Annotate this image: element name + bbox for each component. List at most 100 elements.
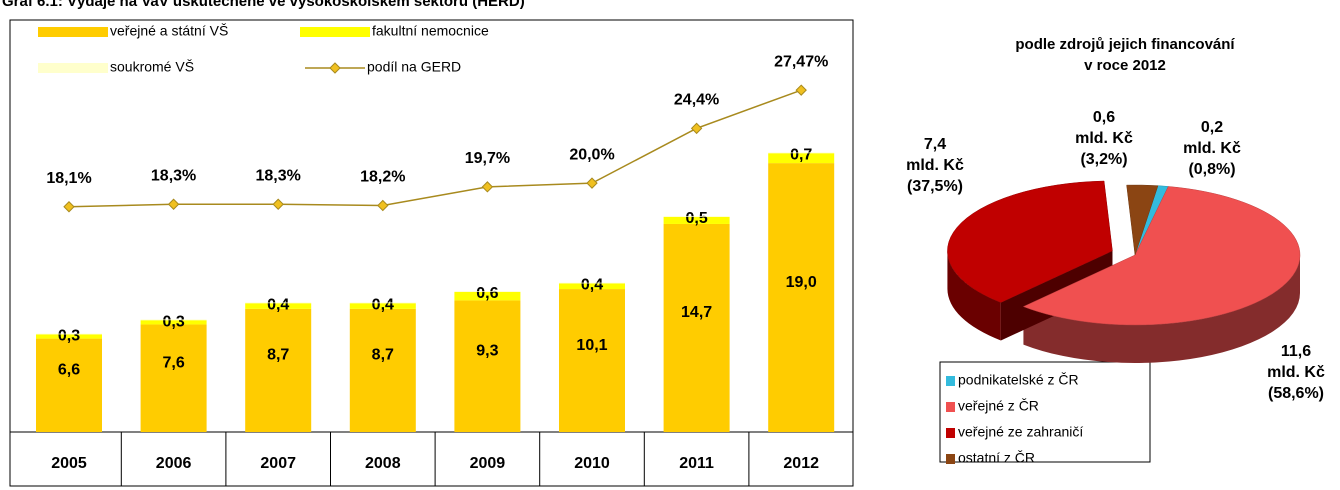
- x-tick-label: 2011: [679, 455, 714, 472]
- pie-percent-label: (3,2%): [1080, 151, 1127, 168]
- bar-value-label: 0,3: [58, 328, 80, 345]
- line-value-label: 24,4%: [674, 92, 719, 109]
- bar-segment: [663, 223, 730, 432]
- legend-label: fakultní nemocnice: [372, 23, 489, 39]
- legend-swatch: [946, 402, 955, 412]
- bar-segment: [768, 163, 835, 432]
- bar-segment: [768, 152, 835, 154]
- pie-unit-label: mld. Kč: [1183, 140, 1241, 157]
- bar-value-label: 0,6: [476, 285, 498, 302]
- pie-unit-label: mld. Kč: [906, 157, 964, 174]
- bar-value-label: 14,7: [681, 304, 712, 321]
- bar-value-label: 19,0: [786, 274, 817, 291]
- slice-side: [1023, 255, 1300, 363]
- bar-segment: [559, 283, 625, 290]
- left-frame: [9, 19, 854, 487]
- pie-slice: [1126, 184, 1159, 256]
- bar-segment: [36, 333, 102, 335]
- legend-label: podíl na GERD: [367, 59, 461, 75]
- line-value-label: 18,1%: [46, 170, 91, 187]
- legend-label: ostatní z ČR: [958, 450, 1035, 466]
- bar-segment: [36, 338, 102, 432]
- line-marker: [63, 201, 75, 213]
- pie-value-label: 0,2: [1201, 119, 1223, 136]
- x-tick-label: 2012: [783, 455, 819, 472]
- bar-segment: [245, 303, 312, 309]
- legend-swatch: [38, 63, 108, 73]
- bar-segment: [140, 320, 207, 325]
- slice-side: [947, 250, 1001, 341]
- page-title: Graf 6.1: Výdaje na VaV uskutečněné ve v…: [2, 0, 525, 10]
- legend-label: veřejné ze zahraničí: [958, 424, 1083, 440]
- pie-value-label: 7,4: [924, 136, 946, 153]
- legend-label: soukromé VŠ: [110, 59, 194, 75]
- x-tick-label: 2006: [156, 455, 192, 472]
- legend-marker: [329, 62, 341, 74]
- line-value-label: 20,0%: [569, 146, 614, 163]
- x-tick-label: 2005: [51, 455, 87, 472]
- pie-slice: [1022, 186, 1301, 326]
- bar-value-label: 8,7: [267, 347, 289, 364]
- legend-swatch: [946, 428, 955, 438]
- bar-value-label: 8,7: [372, 347, 394, 364]
- legend-label: podnikatelské z ČR: [958, 372, 1079, 388]
- bar-segment: [454, 291, 521, 292]
- bar-value-label: 0,3: [162, 313, 184, 330]
- bar-segment: [454, 291, 521, 301]
- pie-title: podle zdrojů jejich financování: [1015, 36, 1235, 53]
- x-tick-label: 2009: [470, 455, 506, 472]
- pie-title: v roce 2012: [1084, 57, 1166, 74]
- pie-legend-box: [939, 361, 1151, 463]
- line-marker: [481, 181, 494, 193]
- line-marker: [272, 198, 284, 210]
- line-value-label: 19,7%: [465, 150, 510, 167]
- pie-percent-label: (0,8%): [1188, 161, 1235, 178]
- bar-segment: [349, 302, 416, 304]
- legend-label: veřejné z ČR: [958, 398, 1039, 414]
- bar-segment: [454, 300, 521, 432]
- legend-swatch: [946, 454, 955, 464]
- legend-swatch: [38, 27, 108, 37]
- line-marker: [586, 177, 598, 189]
- bar-segment: [245, 302, 312, 304]
- bar-value-label: 7,6: [162, 354, 184, 371]
- legend-label: veřejné a státní VŠ: [110, 23, 228, 39]
- pie-percent-label: (37,5%): [907, 178, 963, 195]
- bar-segment: [559, 282, 625, 284]
- bar-value-label: 6,6: [58, 362, 80, 379]
- bar-segment: [140, 319, 207, 321]
- pie-slice: [947, 180, 1113, 303]
- line-value-label: 27,47%: [774, 53, 828, 70]
- bar-value-label: 0,4: [372, 296, 394, 313]
- bar-value-label: 10,1: [576, 337, 607, 354]
- line-marker: [795, 84, 807, 96]
- line: [68, 89, 802, 208]
- line-value-label: 18,3%: [256, 167, 301, 184]
- legend-swatch: [946, 376, 955, 386]
- bar-value-label: 0,4: [267, 296, 289, 313]
- pie-unit-label: mld. Kč: [1267, 364, 1325, 381]
- line-marker: [690, 122, 703, 135]
- legend-swatch: [300, 27, 370, 37]
- bar-value-label: 0,4: [581, 277, 603, 294]
- line-value-label: 18,2%: [360, 169, 405, 186]
- pie-value-label: 0,6: [1093, 109, 1115, 126]
- bar-segment: [663, 216, 730, 224]
- bar-segment: [349, 303, 416, 309]
- bar-value-label: 0,7: [790, 146, 812, 163]
- bar-value-label: 0,5: [685, 210, 707, 227]
- bar-segment: [349, 308, 416, 432]
- line-marker: [167, 198, 180, 210]
- pie-percent-label: (58,6%): [1268, 385, 1324, 402]
- bar-segment: [663, 216, 730, 217]
- line-marker: [377, 199, 389, 212]
- pie-value-label: 11,6: [1281, 343, 1311, 360]
- x-tick-label: 2010: [574, 455, 610, 472]
- bar-segment: [768, 153, 835, 164]
- pie-unit-label: mld. Kč: [1075, 130, 1133, 147]
- x-tick-label: 2007: [260, 455, 296, 472]
- bar-segment: [140, 324, 207, 432]
- bar-value-label: 9,3: [476, 342, 498, 359]
- x-tick-label: 2008: [365, 455, 401, 472]
